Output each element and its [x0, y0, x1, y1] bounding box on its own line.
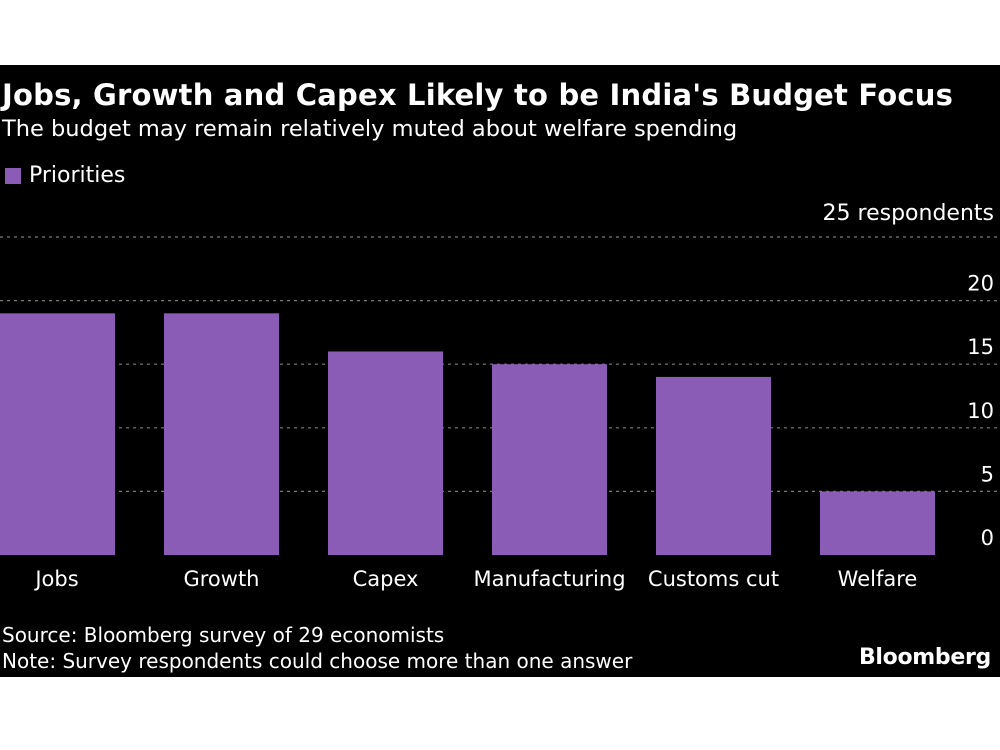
x-tick-label: Welfare	[838, 567, 918, 591]
x-tick-label: Jobs	[33, 567, 78, 591]
bar-customs-cut	[656, 376, 771, 555]
chart-title: Jobs, Growth and Capex Likely to be Indi…	[2, 78, 954, 112]
chart-subtitle: The budget may remain relatively muted a…	[2, 116, 738, 142]
bar-growth	[164, 313, 279, 555]
footnote: Note: Survey respondents could choose mo…	[2, 649, 633, 673]
y-tick-label: 10	[967, 399, 994, 423]
bar-capex	[328, 351, 443, 555]
y-axis-unit-label: 25 respondents	[822, 201, 994, 226]
x-tick-label: Capex	[353, 567, 419, 591]
y-tick-label: 5	[981, 462, 994, 486]
y-tick-label: 20	[967, 272, 994, 296]
x-tick-label: Customs cut	[648, 567, 779, 591]
bar-jobs	[0, 313, 115, 555]
y-tick-label: 0	[981, 526, 994, 550]
legend-swatch	[5, 167, 21, 184]
legend-label: Priorities	[29, 163, 126, 188]
source-note: Source: Bloomberg survey of 29 economist…	[2, 623, 445, 647]
legend: Priorities	[5, 163, 125, 188]
bar-manufacturing	[492, 364, 607, 555]
bloomberg-logo: Bloomberg	[858, 645, 991, 670]
x-tick-label: Manufacturing	[473, 567, 625, 591]
x-tick-label: Growth	[183, 567, 259, 591]
bar-welfare	[820, 491, 935, 555]
y-tick-label: 15	[967, 335, 994, 359]
